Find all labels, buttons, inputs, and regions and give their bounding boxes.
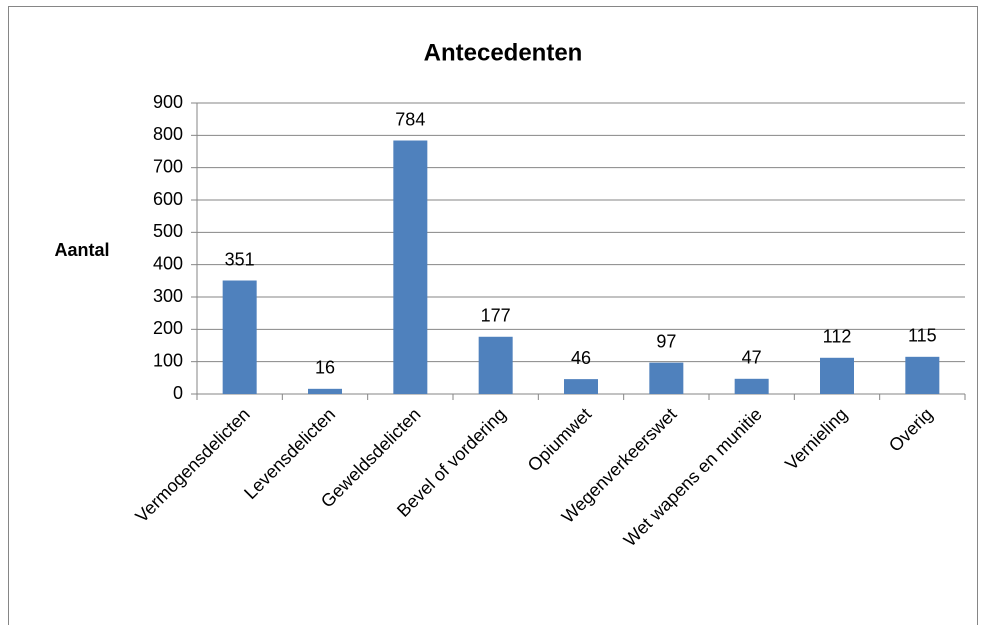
y-tick-label: 0 (173, 383, 183, 403)
y-tick-label: 800 (153, 124, 183, 144)
x-tick-label: Wet wapens en munitie (620, 404, 766, 550)
data-label: 351 (225, 249, 255, 269)
bar (393, 140, 428, 394)
y-tick-label: 300 (153, 286, 183, 306)
bar (308, 388, 342, 394)
y-tick-label: 900 (153, 92, 183, 112)
y-tick-label: 100 (153, 350, 183, 370)
y-tick-label: 600 (153, 189, 183, 209)
data-label: 112 (823, 327, 852, 347)
x-tick-label: Vermogensdelicten (131, 404, 253, 526)
y-tick-label: 500 (153, 221, 183, 241)
data-label: 46 (571, 348, 591, 368)
data-label: 115 (908, 326, 937, 346)
bar (905, 356, 940, 394)
chart-frame (8, 6, 978, 625)
data-label: 784 (395, 109, 425, 129)
bar (478, 336, 513, 394)
y-tick-label: 400 (153, 253, 183, 273)
bar (649, 362, 684, 394)
y-tick-label: 200 (153, 318, 183, 338)
data-label: 16 (315, 358, 335, 378)
bar (820, 357, 854, 394)
data-label: 177 (481, 306, 511, 326)
x-tick-label: Opiumwet (524, 404, 595, 475)
bar (222, 280, 257, 394)
bar (734, 378, 769, 394)
chart-title: Antecedenten (424, 39, 583, 66)
x-tick-label: Overig (885, 404, 937, 456)
x-tick-label: Levensdelicten (240, 404, 339, 503)
data-label: 97 (656, 331, 676, 351)
x-tick-label: Vernieling (781, 404, 851, 474)
data-label: 47 (742, 348, 762, 368)
y-axis-label: Aantal (54, 240, 109, 260)
y-tick-label: 700 (153, 156, 183, 176)
bar (564, 379, 598, 394)
